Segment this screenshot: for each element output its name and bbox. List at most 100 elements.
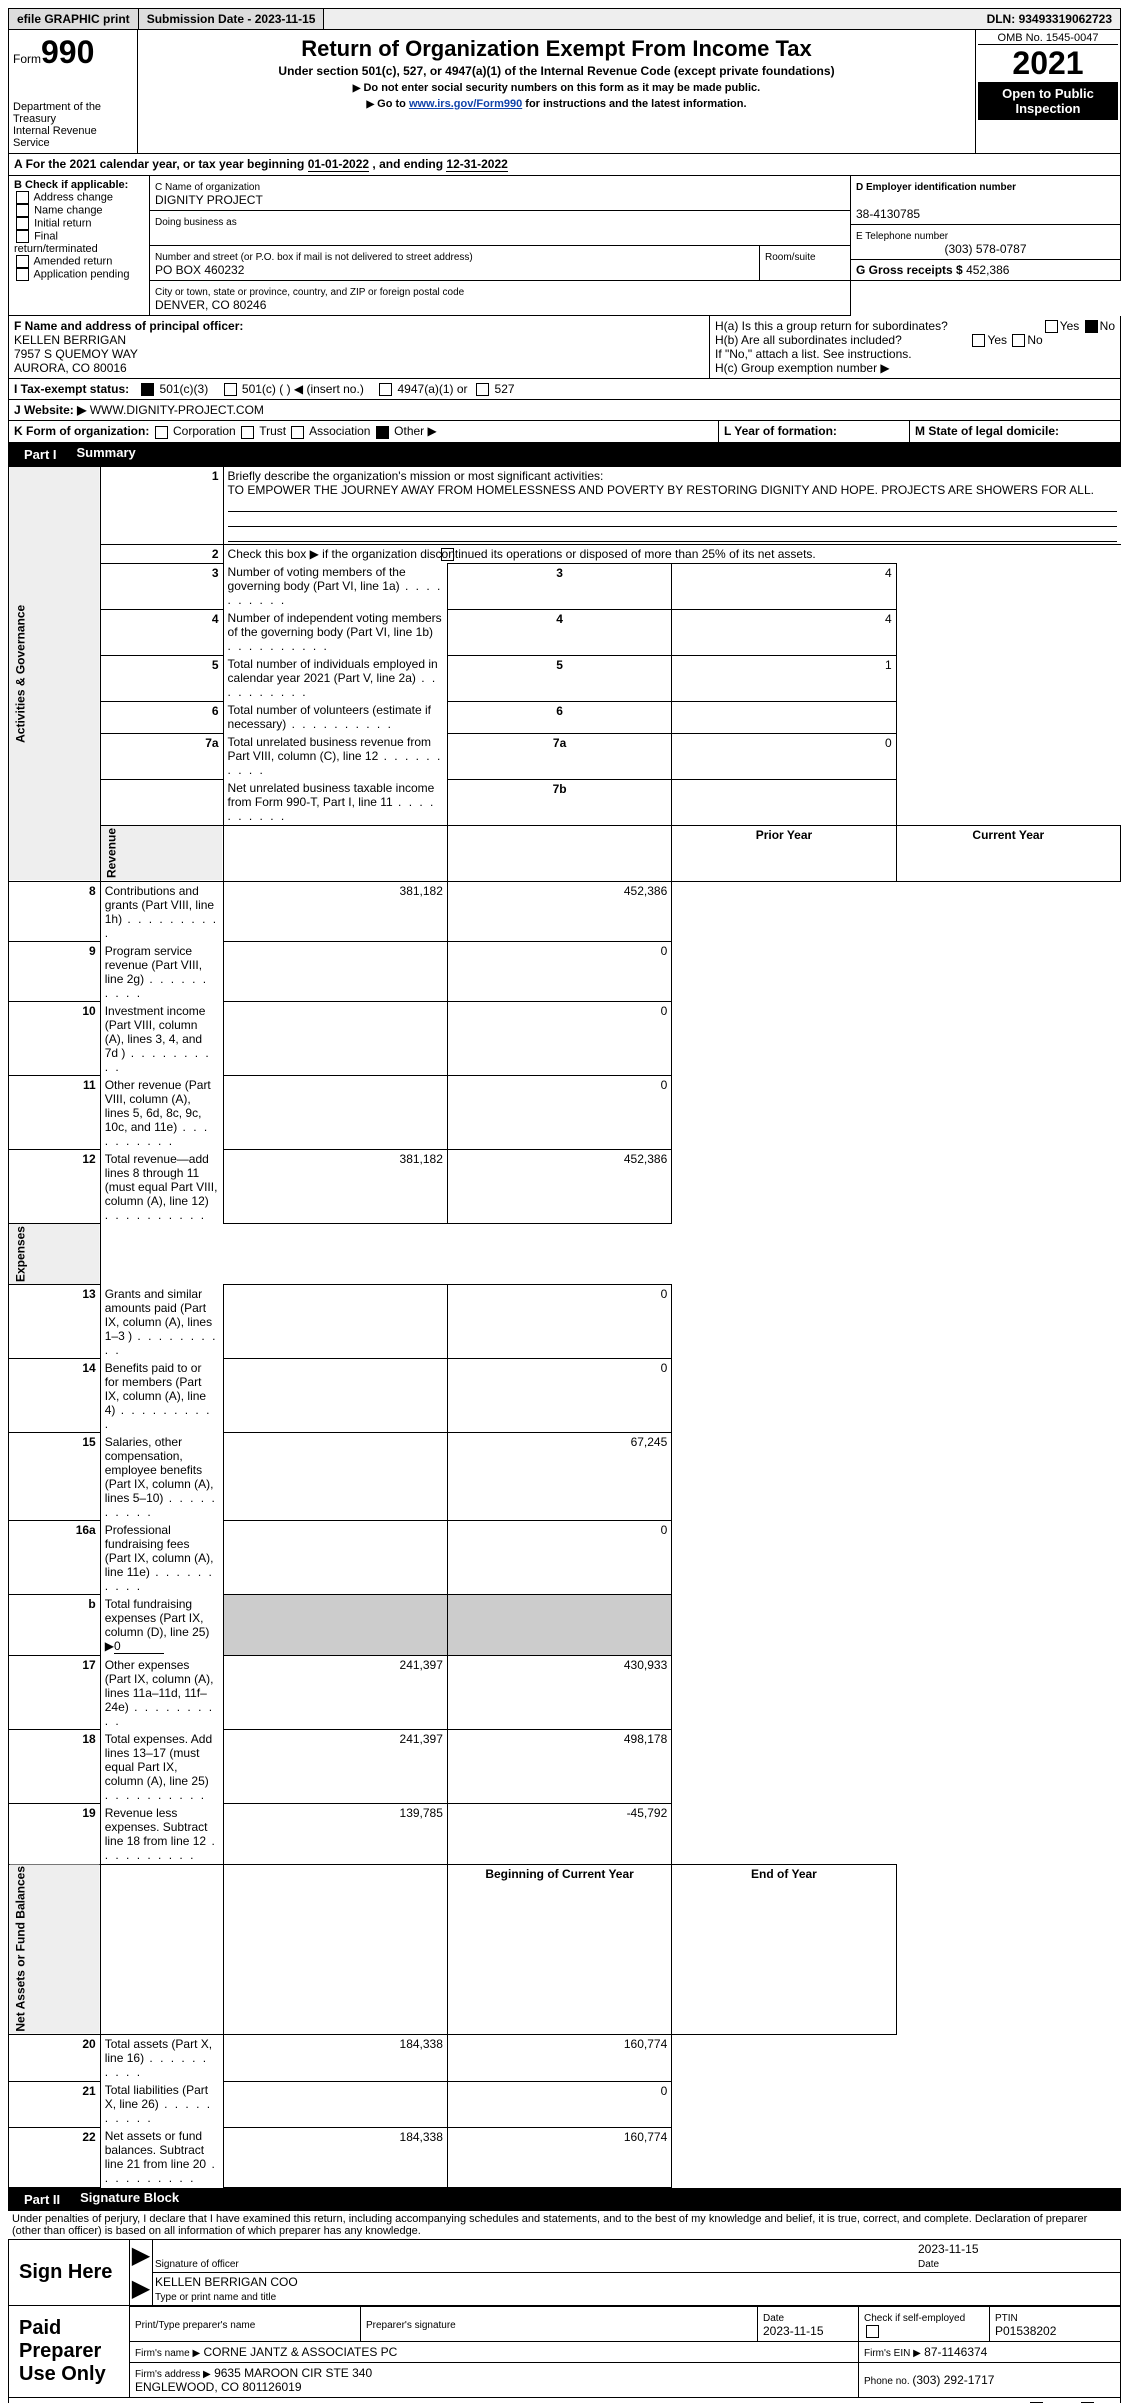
box-i: I Tax-exempt status: 501(c)(3) 501(c) ( … xyxy=(8,379,1121,400)
side-revenue: Revenue xyxy=(100,826,223,881)
chk-final[interactable] xyxy=(16,230,29,243)
col-begin: Beginning of Current Year xyxy=(447,1864,671,2035)
tax-year: 2021 xyxy=(978,45,1118,82)
box-l: L Year of formation: xyxy=(719,421,910,442)
chk-amended[interactable] xyxy=(16,255,29,268)
chk-other[interactable] xyxy=(376,426,389,439)
chk-ha-no[interactable] xyxy=(1085,320,1098,333)
box-k: K Form of organization: Corporation Trus… xyxy=(8,421,719,442)
form-number: 990 xyxy=(41,34,94,70)
ptin-label: PTIN xyxy=(995,2313,1018,2324)
note-link: Go to www.irs.gov/Form990 for instructio… xyxy=(142,98,971,110)
chk-pending[interactable] xyxy=(16,268,29,281)
yes-label: Yes xyxy=(1060,319,1080,333)
date-label: Date xyxy=(918,2259,939,2270)
h-a: H(a) Is this a group return for subordin… xyxy=(715,319,948,333)
box-b: B Check if applicable: Address change Na… xyxy=(8,176,150,316)
ptin-value: P01538202 xyxy=(995,2324,1056,2338)
chk-initial[interactable] xyxy=(16,217,29,230)
org-name-label: C Name of organization xyxy=(155,182,260,193)
goto-suffix: for instructions and the latest informat… xyxy=(522,98,746,110)
ein-value: 38-4130785 xyxy=(856,207,920,221)
self-emp-label: Check if self-employed xyxy=(864,2313,965,2324)
submission-label: Submission Date - xyxy=(147,12,255,26)
side-activities: Activities & Governance xyxy=(9,466,101,881)
website-value: WWW.DIGNITY-PROJECT.COM xyxy=(90,403,264,417)
chk-ha-yes[interactable] xyxy=(1045,320,1058,333)
chk-501c3[interactable] xyxy=(141,383,154,396)
box-m: M State of legal domicile: xyxy=(910,421,1121,442)
phone-label: E Telephone number xyxy=(856,231,948,242)
year-formation-label: L Year of formation: xyxy=(724,424,837,438)
dln-val: 93493319062723 xyxy=(1019,12,1112,26)
no-label: No xyxy=(1100,319,1115,333)
col-end: End of Year xyxy=(672,1864,896,2035)
mission-text: TO EMPOWER THE JOURNEY AWAY FROM HOMELES… xyxy=(228,483,1094,497)
part2-label: Part II xyxy=(14,2190,70,2209)
chk-4947[interactable] xyxy=(379,383,392,396)
submission-date-val: 2023-11-15 xyxy=(255,12,316,26)
part2-heading: Signature Block xyxy=(80,2190,179,2209)
side-net: Net Assets or Fund Balances xyxy=(9,1864,101,2035)
chk-name[interactable] xyxy=(16,204,29,217)
org-city: DENVER, CO 80246 xyxy=(155,298,266,312)
chk-self-emp[interactable] xyxy=(866,2325,879,2338)
side-expenses: Expenses xyxy=(9,1224,101,1285)
dba-label: Doing business as xyxy=(155,217,237,228)
officer-name-title: KELLEN BERRIGAN COO xyxy=(155,2275,298,2289)
summary-row: 21 Total liabilities (Part X, line 26) 0 xyxy=(9,2081,1121,2127)
chk-hb-yes[interactable] xyxy=(972,334,985,347)
box-j: J Website: ▶ WWW.DIGNITY-PROJECT.COM xyxy=(8,400,1121,421)
period-end: 12-31-2022 xyxy=(446,157,507,172)
omb-number: OMB No. 1545-0047 xyxy=(978,32,1118,45)
part1-header: Part I Summary xyxy=(8,443,1121,466)
opt-corp: Corporation xyxy=(173,424,236,438)
opt-pending: Application pending xyxy=(33,268,129,280)
summary-row: 18 Total expenses. Add lines 13–17 (must… xyxy=(9,1730,1121,1804)
part2-header: Part II Signature Block xyxy=(8,2188,1121,2211)
sig-officer-label: Signature of officer xyxy=(155,2259,239,2270)
opt-trust: Trust xyxy=(259,424,286,438)
chk-address[interactable] xyxy=(16,191,29,204)
chk-assoc[interactable] xyxy=(291,426,304,439)
summary-row: 22 Net assets or fund balances. Subtract… xyxy=(9,2127,1121,2187)
tax-status-label: I Tax-exempt status: xyxy=(14,382,129,396)
chk-discuss-yes[interactable] xyxy=(1030,2402,1043,2403)
period-text: For the 2021 calendar year, or tax year … xyxy=(26,157,308,171)
chk-corp[interactable] xyxy=(155,426,168,439)
declaration-text: Under penalties of perjury, I declare th… xyxy=(8,2211,1121,2239)
chk-501c[interactable] xyxy=(224,383,237,396)
summary-row: 14 Benefits paid to or for members (Part… xyxy=(9,1359,1121,1433)
type-print-label: Type or print name and title xyxy=(155,2292,276,2303)
form-label: Form xyxy=(13,52,41,66)
opt-527: 527 xyxy=(495,382,515,396)
prep-sig-label: Preparer's signature xyxy=(366,2320,456,2331)
chk-hb-no[interactable] xyxy=(1012,334,1025,347)
prep-date: 2023-11-15 xyxy=(763,2324,824,2338)
summary-row: 20 Total assets (Part X, line 16) 184,33… xyxy=(9,2035,1121,2082)
no-label2: No xyxy=(1027,333,1042,347)
opt-other: Other ▶ xyxy=(394,424,437,438)
domicile-label: M State of legal domicile: xyxy=(915,424,1059,438)
officer-name: KELLEN BERRIGAN xyxy=(14,333,126,347)
paid-preparer-block: Paid Preparer Use Only Print/Type prepar… xyxy=(8,2306,1121,2398)
period-begin: 01-01-2022 xyxy=(308,157,369,172)
form-header: Form990 Department of the Treasury Inter… xyxy=(8,30,1121,154)
chk-discontinued[interactable] xyxy=(441,548,454,561)
efile-button[interactable]: efile GRAPHIC print xyxy=(9,9,139,29)
form-subtitle: Under section 501(c), 527, or 4947(a)(1)… xyxy=(142,64,971,78)
note-ssn: Do not enter social security numbers on … xyxy=(142,82,971,94)
summary-row: 15 Salaries, other compensation, employe… xyxy=(9,1433,1121,1521)
mission-label: Briefly describe the organization's miss… xyxy=(228,469,604,483)
title-box: Return of Organization Exempt From Incom… xyxy=(138,30,976,153)
part1-heading: Summary xyxy=(77,445,136,464)
col-current: Current Year xyxy=(896,826,1120,881)
summary-row: 17 Other expenses (Part IX, column (A), … xyxy=(9,1656,1121,1730)
chk-527[interactable] xyxy=(476,383,489,396)
h-b: H(b) Are all subordinates included? xyxy=(715,333,902,347)
chk-trust[interactable] xyxy=(241,426,254,439)
city-label: City or town, state or province, country… xyxy=(155,287,464,298)
irs-link[interactable]: www.irs.gov/Form990 xyxy=(409,98,522,110)
summary-row: 7a Total unrelated business revenue from… xyxy=(9,733,1121,779)
chk-discuss-no[interactable] xyxy=(1081,2402,1094,2403)
